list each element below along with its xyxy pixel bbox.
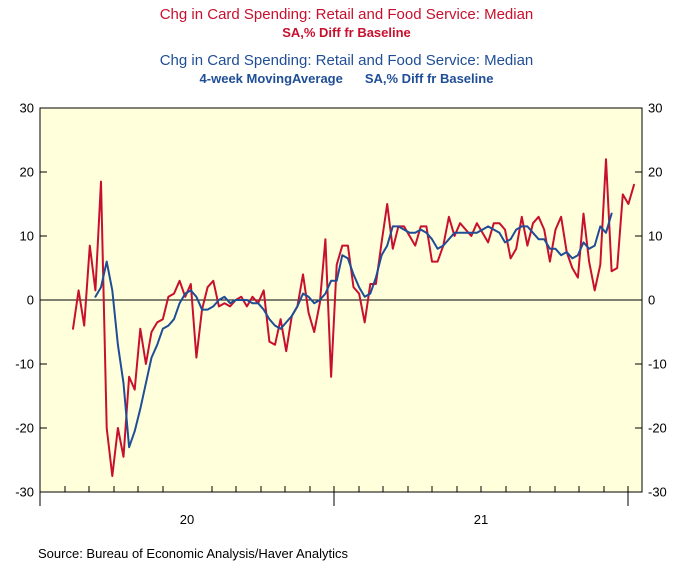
x-tick-label: 21 bbox=[474, 512, 488, 527]
y-tick-label-right: 30 bbox=[648, 101, 662, 116]
series2-subtitle-b: SA,% Diff fr Baseline bbox=[364, 71, 494, 86]
x-axis: 20 21 bbox=[39, 486, 629, 527]
x-tick-label: 20 bbox=[180, 512, 194, 527]
source-note: Source: Bureau of Economic Analysis/Have… bbox=[38, 546, 348, 561]
y-tick-label-left: 0 bbox=[27, 293, 34, 308]
y-tick-label-right: -30 bbox=[648, 485, 667, 500]
series2-title: Chg in Card Spending: Retail and Food Se… bbox=[159, 52, 534, 69]
series-line-moving-average bbox=[94, 212, 613, 449]
y-tick-label-left: -10 bbox=[15, 357, 34, 372]
y-axis-left: 30 20 10 0 -10 -20 -30 bbox=[15, 101, 47, 500]
series2-subtitle: 4-week MovingAverage SA,% Diff fr Baselin… bbox=[0, 71, 693, 86]
series1-title: Chg in Card Spending: Retail and Food Se… bbox=[159, 6, 534, 23]
y-tick-label-right: 10 bbox=[648, 229, 662, 244]
series-group bbox=[72, 158, 635, 477]
y-tick-label-right: -20 bbox=[648, 421, 667, 436]
series-line-weekly bbox=[72, 158, 635, 477]
series2-subtitle-a: 4-week MovingAverage bbox=[199, 71, 343, 86]
y-tick-label-left: 10 bbox=[20, 229, 34, 244]
y-tick-label-left: -30 bbox=[15, 485, 34, 500]
series1-subtitle: SA,% Diff fr Baseline bbox=[282, 25, 411, 40]
y-tick-label-left: -20 bbox=[15, 421, 34, 436]
y-tick-label-right: 20 bbox=[648, 165, 662, 180]
y-tick-label-right: 0 bbox=[648, 293, 655, 308]
y-tick-label-left: 20 bbox=[20, 165, 34, 180]
y-tick-label-left: 30 bbox=[20, 101, 34, 116]
y-tick-label-right: -10 bbox=[648, 357, 667, 372]
